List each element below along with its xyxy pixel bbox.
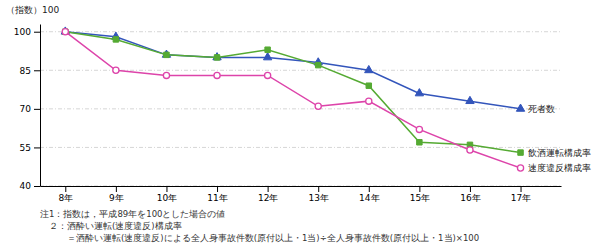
y-tick-mark (34, 147, 40, 148)
y-tick-mark (34, 32, 40, 33)
x-tick-label: 8年 (58, 193, 73, 203)
x-tick-mark (369, 186, 370, 192)
x-tick-label: 10年 (157, 193, 177, 203)
series-label: 速度違反構成率 (528, 163, 591, 173)
x-tick-label: 13年 (308, 193, 328, 203)
y-tick-label: 85 (20, 66, 31, 76)
y-axis-line (40, 25, 41, 187)
series-line (65, 32, 520, 109)
x-tick-mark (116, 186, 117, 192)
x-axis-line (41, 186, 562, 187)
x-tick: 15年 (410, 186, 430, 203)
y-tick-mark (34, 186, 40, 187)
x-tick: 12年 (258, 186, 278, 203)
x-tick-label: 11年 (207, 193, 227, 203)
x-tick: 11年 (207, 186, 227, 203)
series-marker (315, 62, 320, 67)
series-marker (62, 29, 68, 35)
series-marker (366, 83, 371, 88)
series-marker (517, 165, 523, 171)
note: 注1：指数は，平成89年を100とした場合の値 (40, 209, 225, 219)
y-axis: 40 55 70 85 100 (14, 25, 41, 192)
series-labels: 死者数飲酒運転構成率速度違反構成率 (528, 104, 591, 173)
series-marker (63, 29, 68, 34)
series-marker (265, 72, 271, 78)
y-tick-label: 40 (20, 181, 32, 191)
grid-line (40, 31, 561, 32)
series-marker (415, 89, 423, 96)
series-marker (365, 65, 373, 72)
series-marker (213, 53, 221, 60)
y-tick-label: 100 (14, 27, 31, 37)
x-tick-mark (65, 186, 66, 192)
series-marker (113, 37, 118, 42)
series-marker (516, 104, 524, 111)
series-marker (265, 47, 270, 52)
x-tick-label: 12年 (258, 193, 278, 203)
x-tick-label: 16年 (460, 193, 480, 203)
x-tick-mark (268, 186, 269, 192)
x-axis: 8年 9年 10年 11年 12年 13年 14年 15年 16年 17年 (41, 186, 562, 203)
note: ＝酒酔い運転(速度違反)による全人身事故件数(原付以上・1当)÷全人身事故件数(… (40, 233, 479, 243)
x-tick-mark (318, 186, 319, 192)
series-marker (164, 52, 169, 57)
x-tick: 14年 (359, 186, 379, 203)
x-tick-mark (419, 186, 420, 192)
series-marker (518, 150, 523, 155)
series-line (65, 32, 520, 168)
chart: 8年 9年 10年 11年 12年 13年 14年 15年 16年 17年 40 55 70 85 100 死… (0, 0, 611, 250)
series-marker (113, 67, 119, 73)
x-tick-label: 9年 (109, 193, 124, 203)
x-tick-mark (166, 186, 167, 192)
series-line (65, 32, 520, 153)
y-tick: 40 (20, 181, 40, 191)
x-tick: 8年 (58, 186, 73, 203)
y-tick: 70 (20, 104, 40, 114)
x-tick: 10年 (157, 186, 177, 203)
series-marker (163, 72, 169, 78)
x-tick-mark (217, 186, 218, 192)
series-marker (416, 126, 422, 132)
y-tick: 55 (20, 143, 40, 153)
x-tick-mark (470, 186, 471, 192)
x-tick-label: 17年 (511, 193, 531, 203)
x-tick-mark (521, 186, 522, 192)
series-group (61, 27, 525, 171)
x-tick: 13年 (308, 186, 328, 203)
series-label: 死者数 (528, 104, 555, 114)
y-tick-label: 55 (20, 143, 31, 153)
y-tick-mark (34, 109, 40, 110)
note: ２：酒酔い運転(速度違反)構成率 (40, 221, 182, 231)
plot: 8年 9年 10年 11年 12年 13年 14年 15年 16年 17年 40 55 70 85 100 死… (14, 25, 591, 204)
series-marker (214, 55, 219, 60)
x-tick-label: 14年 (359, 193, 379, 203)
y-axis-label: （指数）100 (6, 5, 59, 15)
notes: 注1：指数は，平成89年を100とした場合の値 ２：酒酔い運転(速度違反)構成率… (40, 209, 479, 243)
y-tick: 85 (20, 66, 40, 76)
x-tick: 9年 (109, 186, 124, 203)
y-tick-mark (34, 70, 40, 71)
series-marker (263, 53, 271, 60)
series-marker (417, 140, 422, 145)
grid-line (40, 186, 561, 187)
series-marker (466, 96, 474, 103)
series-marker (366, 98, 372, 104)
series-marker (467, 147, 473, 153)
series-marker (162, 50, 170, 57)
series-label: 飲酒運転構成率 (528, 148, 591, 158)
grid-line (40, 108, 561, 109)
series-marker (61, 27, 69, 34)
x-tick: 16年 (460, 186, 480, 203)
x-tick-label: 15年 (410, 193, 430, 203)
y-tick: 100 (14, 27, 40, 37)
series-marker (315, 103, 321, 109)
x-tick: 17年 (511, 186, 531, 203)
grid (40, 32, 561, 186)
series-marker (214, 72, 220, 78)
y-tick-label: 70 (20, 104, 32, 114)
